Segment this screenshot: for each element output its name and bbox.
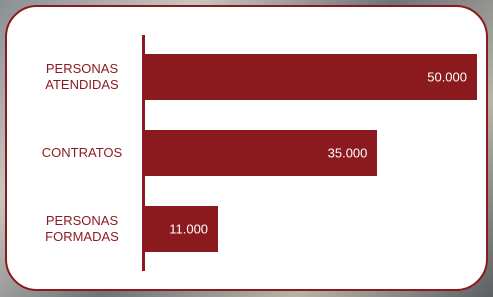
category-label: CONTRATOS <box>22 145 142 161</box>
value-label: 35.000 <box>145 146 367 161</box>
value-label: 50.000 <box>145 70 467 85</box>
category-label: PERSONAS ATENDIDAS <box>22 61 142 93</box>
screen: {"chart_data": {"type": "bar", "orientat… <box>0 0 493 297</box>
category-label: PERSONAS FORMADAS <box>22 213 142 245</box>
value-label: 11.000 <box>145 222 208 237</box>
